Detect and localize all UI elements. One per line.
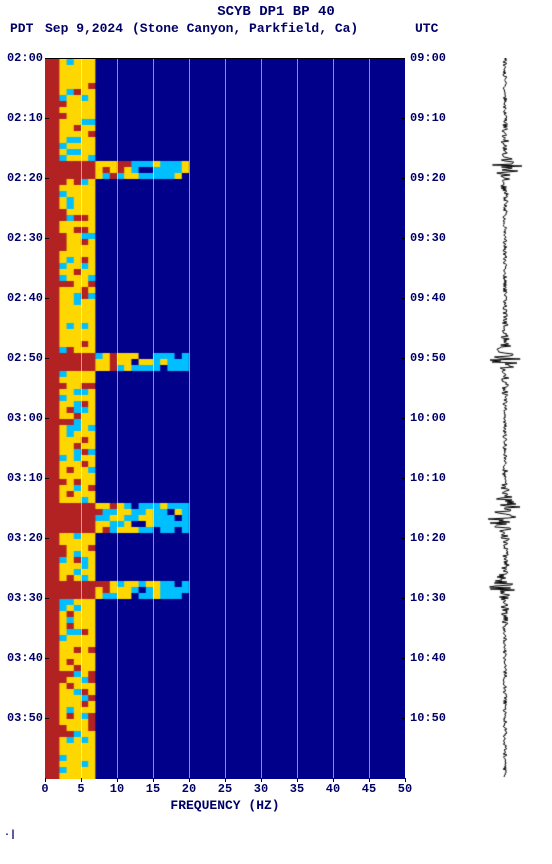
y-right-tick: 10:50 <box>410 711 450 725</box>
x-tick: 0 <box>33 782 57 796</box>
right-tz-label: UTC <box>415 21 438 36</box>
y-left-tick: 03:20 <box>3 531 43 545</box>
waveform-canvas <box>480 58 530 778</box>
grid-line <box>117 59 118 779</box>
x-axis-label: FREQUENCY (HZ) <box>45 798 405 813</box>
y-right-tick: 09:40 <box>410 291 450 305</box>
footer-mark: ·| <box>4 830 16 841</box>
x-tick: 40 <box>321 782 345 796</box>
x-tick: 45 <box>357 782 381 796</box>
y-right-tick: 10:10 <box>410 471 450 485</box>
y-right-tick: 09:10 <box>410 111 450 125</box>
grid-line <box>369 59 370 779</box>
x-tick: 50 <box>393 782 417 796</box>
left-tz-label: PDT <box>10 21 33 36</box>
y-left-tick: 02:40 <box>3 291 43 305</box>
y-left-tick: 02:00 <box>3 51 43 65</box>
x-tick: 25 <box>213 782 237 796</box>
y-left-tick: 03:40 <box>3 651 43 665</box>
x-tick: 35 <box>285 782 309 796</box>
location-label: (Stone Canyon, Parkfield, Ca) <box>132 21 358 36</box>
y-left-tick: 03:10 <box>3 471 43 485</box>
grid-line <box>333 59 334 779</box>
title: SCYB DP1 BP 40 <box>0 4 552 20</box>
y-right-tick: 10:20 <box>410 531 450 545</box>
y-right-tick: 10:40 <box>410 651 450 665</box>
date-label: Sep 9,2024 <box>45 21 123 36</box>
y-right-tick: 10:00 <box>410 411 450 425</box>
x-tick: 10 <box>105 782 129 796</box>
grid-line <box>81 59 82 779</box>
grid-line <box>153 59 154 779</box>
y-right-tick: 09:00 <box>410 51 450 65</box>
y-right-tick: 10:30 <box>410 591 450 605</box>
y-left-tick: 03:50 <box>3 711 43 725</box>
y-right-tick: 09:30 <box>410 231 450 245</box>
grid-line <box>189 59 190 779</box>
y-left-tick: 02:20 <box>3 171 43 185</box>
x-tick: 30 <box>249 782 273 796</box>
waveform-panel <box>480 58 530 778</box>
y-left-tick: 03:00 <box>3 411 43 425</box>
y-left-tick: 02:30 <box>3 231 43 245</box>
y-left-tick: 03:30 <box>3 591 43 605</box>
x-tick: 20 <box>177 782 201 796</box>
x-tick: 5 <box>69 782 93 796</box>
x-tick: 15 <box>141 782 165 796</box>
y-right-tick: 09:20 <box>410 171 450 185</box>
grid-line <box>225 59 226 779</box>
y-left-tick: 02:10 <box>3 111 43 125</box>
grid-line <box>261 59 262 779</box>
grid-line <box>297 59 298 779</box>
spectrogram-plot <box>45 58 405 778</box>
y-left-tick: 02:50 <box>3 351 43 365</box>
y-right-tick: 09:50 <box>410 351 450 365</box>
